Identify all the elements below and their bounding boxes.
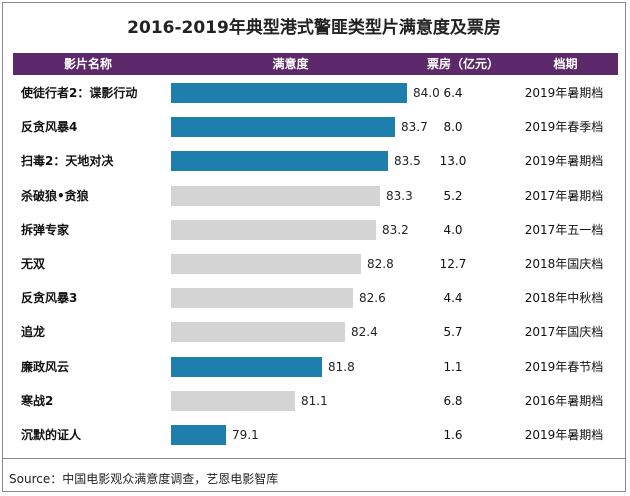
satisfaction-value: 81.1 bbox=[301, 394, 328, 408]
schedule-value: 2017年五一档 bbox=[524, 223, 604, 237]
satisfaction-value: 84.0 bbox=[413, 86, 440, 100]
satisfaction-value: 81.8 bbox=[328, 360, 355, 374]
satisfaction-bar bbox=[171, 288, 353, 308]
header-film: 影片名称 bbox=[63, 57, 112, 71]
satisfaction-bar bbox=[171, 322, 345, 342]
satisfaction-value: 79.1 bbox=[232, 428, 259, 442]
film-name: 沉默的证人 bbox=[21, 428, 82, 442]
schedule-value: 2016年暑期档 bbox=[524, 394, 604, 408]
satisfaction-bar bbox=[171, 117, 395, 137]
satisfaction-value: 83.2 bbox=[382, 223, 409, 237]
chart-frame: 2016-2019年典型港式警匪类型片满意度及票房 影片名称 满意度 票房（亿元… bbox=[2, 2, 626, 492]
satisfaction-value: 83.5 bbox=[394, 154, 421, 168]
film-name: 追龙 bbox=[21, 325, 46, 339]
box-office-value: 1.6 bbox=[443, 428, 463, 442]
header-box-office: 票房（亿元） bbox=[426, 57, 499, 71]
table-header: 影片名称 满意度 票房（亿元） 档期 bbox=[13, 53, 618, 75]
box-office-value: 6.4 bbox=[443, 86, 463, 100]
film-name: 廉政风云 bbox=[21, 360, 70, 374]
satisfaction-bar bbox=[171, 357, 322, 377]
satisfaction-bar bbox=[171, 391, 295, 411]
satisfaction-bar bbox=[171, 254, 361, 274]
chart-title: 2016-2019年典型港式警匪类型片满意度及票房 bbox=[127, 18, 501, 38]
box-office-value: 1.1 bbox=[443, 360, 463, 374]
film-name: 反贪风暴3 bbox=[21, 291, 78, 305]
satisfaction-value: 82.4 bbox=[351, 325, 378, 339]
satisfaction-value: 83.3 bbox=[386, 189, 413, 203]
box-office-value: 13.0 bbox=[439, 154, 467, 168]
source-separator bbox=[3, 458, 625, 459]
satisfaction-value: 83.7 bbox=[401, 120, 428, 134]
box-office-value: 4.4 bbox=[443, 291, 463, 305]
film-name: 杀破狼•贪狼 bbox=[21, 189, 89, 203]
film-name: 拆弹专家 bbox=[21, 223, 70, 237]
schedule-value: 2018年中秋档 bbox=[524, 291, 604, 305]
satisfaction-bar bbox=[171, 220, 376, 240]
box-office-value: 5.7 bbox=[443, 325, 463, 339]
schedule-value: 2018年国庆档 bbox=[524, 257, 604, 271]
source-note: Source：中国电影观众满意度调查，艺恩电影智库 bbox=[9, 472, 279, 486]
schedule-value: 2017年暑期档 bbox=[524, 189, 604, 203]
box-office-value: 4.0 bbox=[443, 223, 463, 237]
satisfaction-bar bbox=[171, 83, 407, 103]
box-office-value: 8.0 bbox=[443, 120, 463, 134]
header-satisfaction: 满意度 bbox=[272, 57, 309, 71]
film-name: 反贪风暴4 bbox=[21, 120, 78, 134]
film-name: 无双 bbox=[21, 257, 46, 271]
satisfaction-value: 82.8 bbox=[367, 257, 394, 271]
schedule-value: 2019年春节档 bbox=[524, 360, 604, 374]
film-name: 寒战2 bbox=[21, 394, 54, 408]
film-name: 扫毒2：天地对决 bbox=[21, 154, 114, 168]
satisfaction-value: 82.6 bbox=[359, 291, 386, 305]
schedule-value: 2019年暑期档 bbox=[524, 86, 604, 100]
box-office-value: 12.7 bbox=[439, 257, 467, 271]
schedule-value: 2019年暑期档 bbox=[524, 154, 604, 168]
box-office-value: 5.2 bbox=[443, 189, 463, 203]
film-name: 使徒行者2：谍影行动 bbox=[21, 86, 138, 100]
schedule-value: 2019年春季档 bbox=[524, 120, 604, 134]
header-schedule: 档期 bbox=[553, 57, 578, 71]
box-office-value: 6.8 bbox=[443, 394, 463, 408]
schedule-value: 2019年暑期档 bbox=[524, 428, 604, 442]
satisfaction-bar bbox=[171, 425, 226, 445]
satisfaction-bar bbox=[171, 151, 388, 171]
schedule-value: 2017年国庆档 bbox=[524, 325, 604, 339]
satisfaction-bar bbox=[171, 186, 380, 206]
